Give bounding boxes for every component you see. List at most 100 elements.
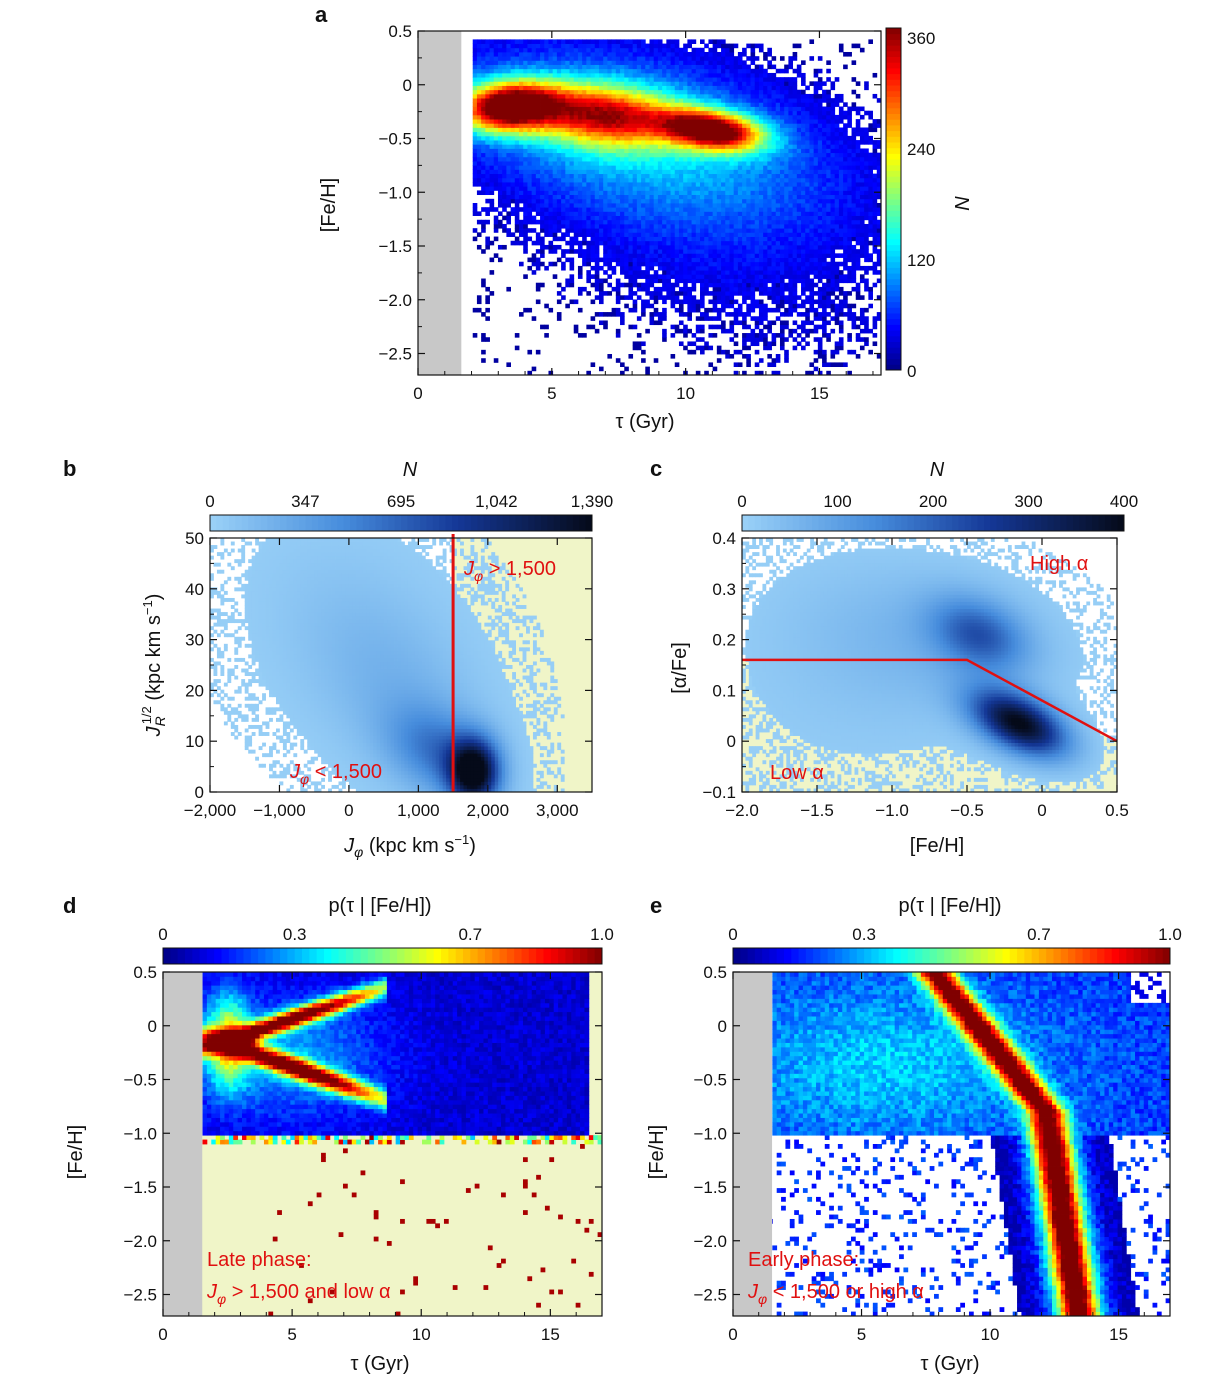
heatmap-cell <box>792 337 798 342</box>
heatmap-cell <box>758 215 764 221</box>
heatmap-cell <box>733 236 739 242</box>
heatmap-cell <box>472 127 478 133</box>
heatmap-cell <box>687 102 692 107</box>
heatmap-cell <box>645 207 650 212</box>
heatmap-cell <box>565 278 570 284</box>
heatmap-cell <box>788 299 794 305</box>
heatmap-cell <box>620 362 625 368</box>
heatmap-cell <box>569 257 575 263</box>
heatmap-cell <box>771 299 777 305</box>
heatmap-cell <box>573 182 579 187</box>
heatmap-cell <box>733 333 739 338</box>
heatmap-cell <box>796 64 802 70</box>
heatmap-cell <box>666 190 671 196</box>
heatmap-cell <box>506 127 511 133</box>
heatmap-cell <box>678 98 684 103</box>
heatmap-cell <box>792 228 798 233</box>
heatmap-cell <box>805 182 810 187</box>
heatmap-cell <box>552 110 558 116</box>
heatmap-cell <box>548 203 554 208</box>
heatmap-cell <box>565 72 570 78</box>
heatmap-cell <box>746 110 751 116</box>
heatmap-cell <box>628 60 634 65</box>
heatmap-cell <box>535 64 541 70</box>
heatmap-cell <box>582 127 587 133</box>
heatmap-cell <box>716 198 722 204</box>
heatmap-cell <box>704 169 709 175</box>
heatmap-cell <box>662 203 667 208</box>
heatmap-cell <box>725 81 730 86</box>
heatmap-cell <box>594 110 600 116</box>
heatmap-cell <box>628 77 634 82</box>
heatmap-cell <box>721 328 726 334</box>
heatmap-cell <box>666 286 671 292</box>
heatmap-cell <box>666 232 671 237</box>
heatmap-cell <box>561 152 566 158</box>
heatmap-cell <box>645 265 650 271</box>
heatmap-cell <box>771 85 777 91</box>
heatmap-cell <box>691 72 697 78</box>
heatmap-cell <box>721 307 726 313</box>
heatmap-cell <box>556 177 562 183</box>
heatmap-cell <box>784 295 789 300</box>
heatmap-cell <box>497 64 503 70</box>
heatmap-cell <box>716 278 722 284</box>
heatmap-cell <box>611 81 617 86</box>
heatmap-cell <box>737 119 743 124</box>
heatmap-cell <box>784 106 789 112</box>
heatmap-cell <box>535 135 541 141</box>
heatmap-cell <box>603 177 608 183</box>
heatmap-cell <box>514 51 520 57</box>
heatmap-cell <box>632 47 638 53</box>
heatmap-cell <box>737 123 743 128</box>
heatmap-cell <box>590 198 596 204</box>
heatmap-cell <box>577 333 583 338</box>
heatmap-cell <box>535 194 541 200</box>
heatmap-cell <box>733 286 739 292</box>
heatmap-cell <box>746 165 751 170</box>
heatmap-cell <box>813 98 819 103</box>
heatmap-cell <box>615 39 621 44</box>
heatmap-cell <box>552 51 558 57</box>
heatmap-cell <box>746 131 751 137</box>
heatmap-cell <box>758 156 764 162</box>
heatmap-cell <box>594 203 600 208</box>
heatmap-cell <box>519 64 524 70</box>
heatmap-cell <box>493 186 499 191</box>
heatmap-cell <box>767 207 772 212</box>
heatmap-cell <box>561 165 566 170</box>
heatmap-cell <box>708 198 714 204</box>
heatmap-cell <box>796 223 802 229</box>
heatmap-cell <box>721 140 726 145</box>
heatmap-cell <box>712 89 718 95</box>
heatmap-cell <box>594 282 600 288</box>
heatmap-cell <box>763 194 768 200</box>
heatmap-cell <box>754 123 760 128</box>
heatmap-cell <box>632 182 638 187</box>
heatmap-cell <box>695 156 701 162</box>
heatmap-cell <box>704 370 709 376</box>
heatmap-cell <box>687 85 692 91</box>
heatmap-cell <box>704 56 709 61</box>
heatmap-cell <box>556 144 562 149</box>
heatmap-cell <box>683 274 688 279</box>
heatmap-cell <box>725 299 730 305</box>
heatmap-cell <box>721 89 726 95</box>
heatmap-cell <box>523 60 528 65</box>
heatmap-cell <box>552 232 558 237</box>
heatmap-cell <box>514 333 520 338</box>
heatmap-cell <box>493 127 499 133</box>
heatmap-cell <box>561 110 566 116</box>
heatmap-cell <box>523 72 528 78</box>
heatmap-cell <box>817 354 823 359</box>
heatmap-cell <box>565 169 570 175</box>
heatmap-cell <box>628 140 634 145</box>
heatmap-cell <box>817 337 823 342</box>
heatmap-cell <box>506 64 511 70</box>
heatmap-cell <box>615 257 621 263</box>
heatmap-cell <box>510 102 516 107</box>
heatmap-cell <box>691 194 697 200</box>
heatmap-cell <box>687 211 692 216</box>
heatmap-cell <box>746 240 751 246</box>
heatmap-cell <box>615 152 621 158</box>
